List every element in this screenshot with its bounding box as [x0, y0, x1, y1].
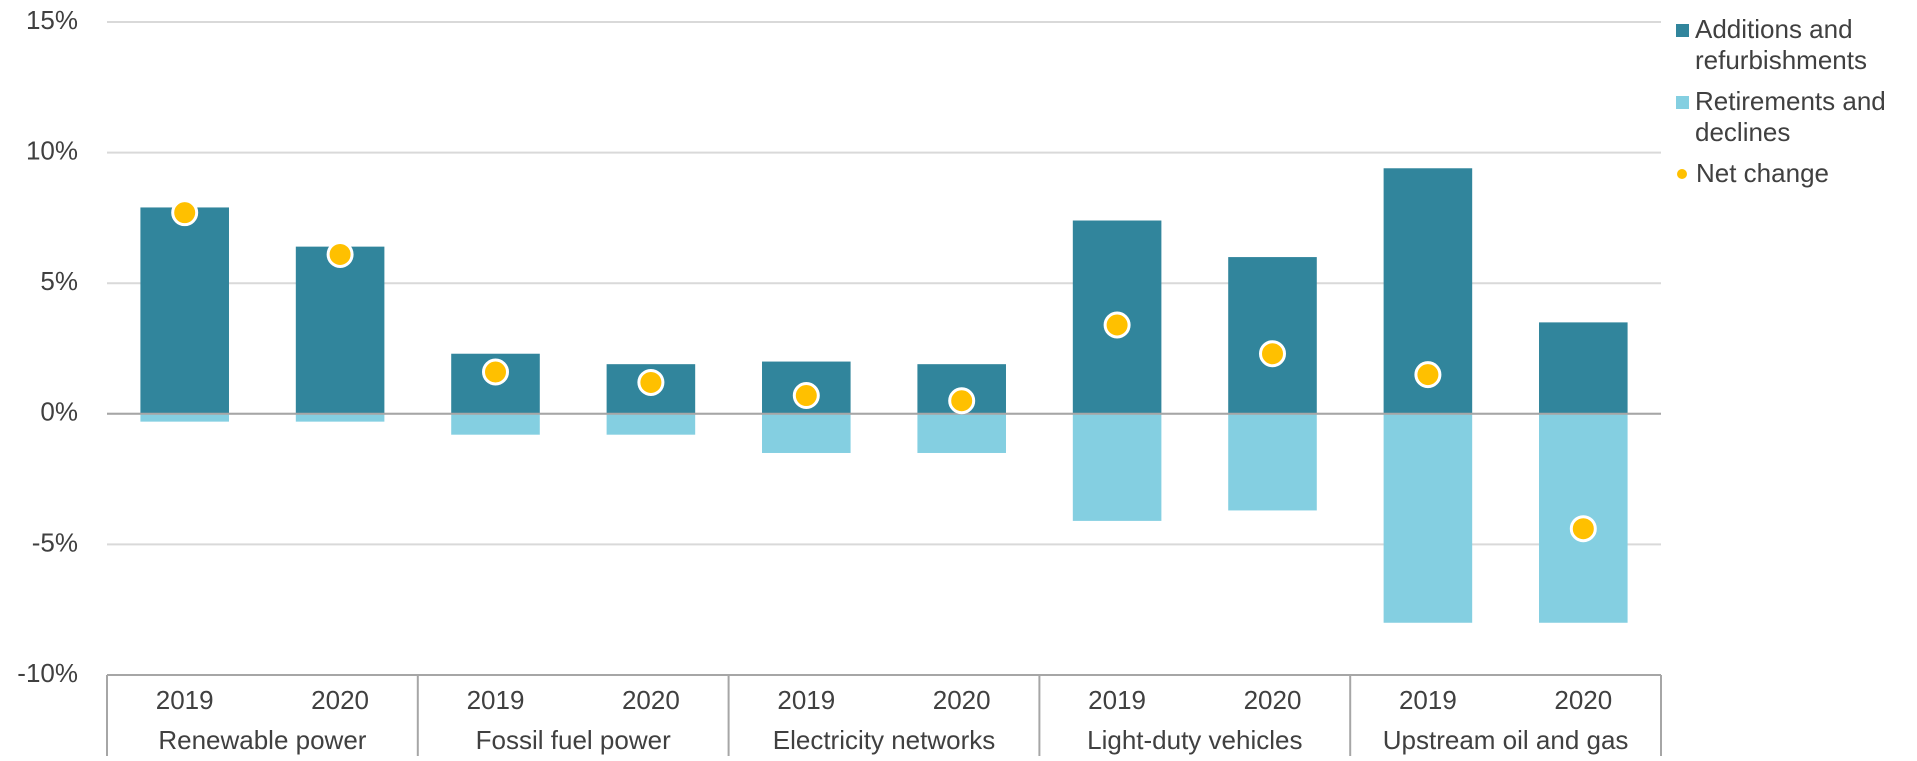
net-dot: [326, 240, 354, 268]
bar: [762, 413, 851, 453]
legend: Additions and refurbishments Retirements …: [1676, 14, 1912, 199]
x-tick-label: 2019: [777, 685, 835, 715]
bar: [295, 413, 385, 422]
group-label: Upstream oil and gas: [1383, 725, 1629, 755]
net-dot: [1414, 361, 1442, 389]
bar: [606, 413, 696, 435]
x-tick-label: 2020: [311, 685, 369, 715]
bar: [1383, 413, 1473, 623]
group-label: Electricity networks: [773, 725, 996, 755]
net-dot: [792, 382, 820, 410]
group-label: Fossil fuel power: [476, 725, 671, 755]
net-dot: [171, 199, 199, 227]
x-tick-label: 2020: [933, 685, 991, 715]
bar: [917, 413, 1006, 453]
group-label: Light-duty vehicles: [1087, 725, 1302, 755]
x-tick-label: 2020: [1244, 685, 1302, 715]
legend-item: Retirements and declines: [1676, 86, 1912, 148]
y-tick-label: -5%: [32, 527, 78, 557]
net-dot: [1103, 311, 1131, 339]
x-tick-label: 2019: [1088, 685, 1146, 715]
bar: [295, 246, 385, 414]
bar: [1539, 322, 1628, 414]
y-tick-label: 5%: [40, 266, 78, 296]
legend-label: Net change: [1696, 158, 1829, 188]
bar: [1228, 257, 1317, 414]
legend-item: Net change: [1676, 158, 1912, 189]
x-tick-label: 2019: [156, 685, 214, 715]
legend-label: Additions and refurbishments: [1695, 14, 1867, 75]
group-label: Renewable power: [158, 725, 366, 755]
bar: [1072, 413, 1162, 521]
x-tick-label: 2019: [467, 685, 525, 715]
net-dot: [637, 368, 665, 396]
bar: [140, 207, 229, 414]
net-dot: [1259, 340, 1286, 368]
legend-label: Retirements and declines: [1695, 86, 1886, 147]
bar: [451, 413, 540, 435]
x-tick-label: 2020: [622, 685, 680, 715]
net-dot: [1569, 515, 1597, 543]
y-tick-label: -10%: [17, 658, 78, 688]
y-tick-label: 0%: [40, 397, 78, 427]
legend-swatch: [1676, 24, 1689, 37]
x-tick-label: 2019: [1399, 685, 1457, 715]
x-tick-label: 2020: [1554, 685, 1612, 715]
y-tick-label: 10%: [26, 135, 78, 165]
bar: [1228, 413, 1317, 511]
legend-item: Additions and refurbishments: [1676, 14, 1912, 76]
y-tick-label: 15%: [26, 5, 78, 35]
bar: [140, 413, 229, 422]
net-dot: [482, 358, 509, 386]
legend-swatch: [1676, 96, 1689, 109]
net-dot: [948, 387, 976, 415]
legend-swatch: [1677, 169, 1687, 179]
